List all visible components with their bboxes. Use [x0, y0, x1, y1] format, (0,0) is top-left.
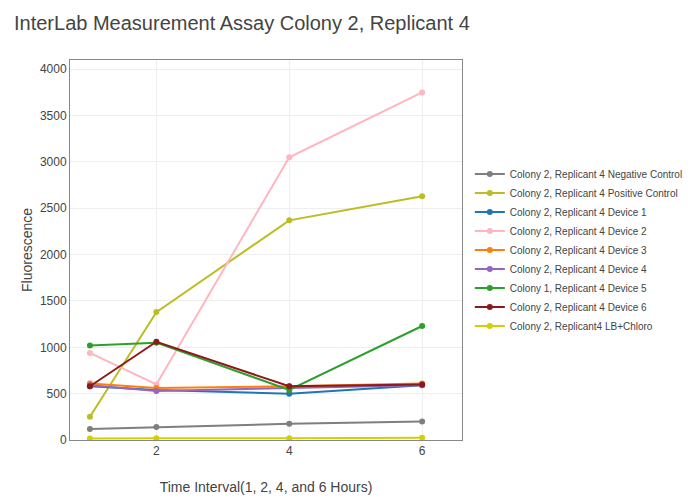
svg-text:4000: 4000: [40, 62, 67, 76]
svg-text:Colony 2, Replicant 4 Device 1: Colony 2, Replicant 4 Device 1: [510, 207, 647, 218]
svg-text:1000: 1000: [40, 341, 67, 355]
svg-text:InterLab Measurement Assay Col: InterLab Measurement Assay Colony 2, Rep…: [14, 12, 470, 34]
svg-text:Colony 2, Replicant 4 Positive: Colony 2, Replicant 4 Positive Control: [510, 188, 678, 199]
svg-text:4: 4: [286, 444, 293, 458]
svg-text:3500: 3500: [40, 109, 67, 123]
svg-text:Colony 1, Replicant 4 Device 5: Colony 1, Replicant 4 Device 5: [510, 283, 647, 294]
svg-text:Fluorescence: Fluorescence: [19, 208, 35, 292]
svg-text:0: 0: [60, 433, 67, 447]
svg-text:Colony 2, Replicant 4 Device 4: Colony 2, Replicant 4 Device 4: [510, 264, 647, 275]
svg-text:Colony 2, Replicant 4 Device 2: Colony 2, Replicant 4 Device 2: [510, 226, 647, 237]
svg-text:Colony 2, Replicant 4 Device 6: Colony 2, Replicant 4 Device 6: [510, 302, 647, 313]
svg-text:500: 500: [47, 387, 67, 401]
svg-text:3000: 3000: [40, 155, 67, 169]
svg-text:Colony 2, Replicant 4 Device 3: Colony 2, Replicant 4 Device 3: [510, 245, 647, 256]
svg-text:Colony 2, Replicant 4 Negative: Colony 2, Replicant 4 Negative Control: [510, 169, 682, 180]
svg-text:Time Interval(1, 2, 4, and 6 H: Time Interval(1, 2, 4, and 6 Hours): [160, 479, 373, 495]
svg-text:6: 6: [419, 444, 426, 458]
svg-text:1500: 1500: [40, 294, 67, 308]
svg-text:2500: 2500: [40, 201, 67, 215]
svg-text:2: 2: [153, 444, 160, 458]
svg-text:2000: 2000: [40, 248, 67, 262]
svg-text:Colony 2, Replicant4 LB+Chloro: Colony 2, Replicant4 LB+Chloro: [510, 321, 653, 332]
